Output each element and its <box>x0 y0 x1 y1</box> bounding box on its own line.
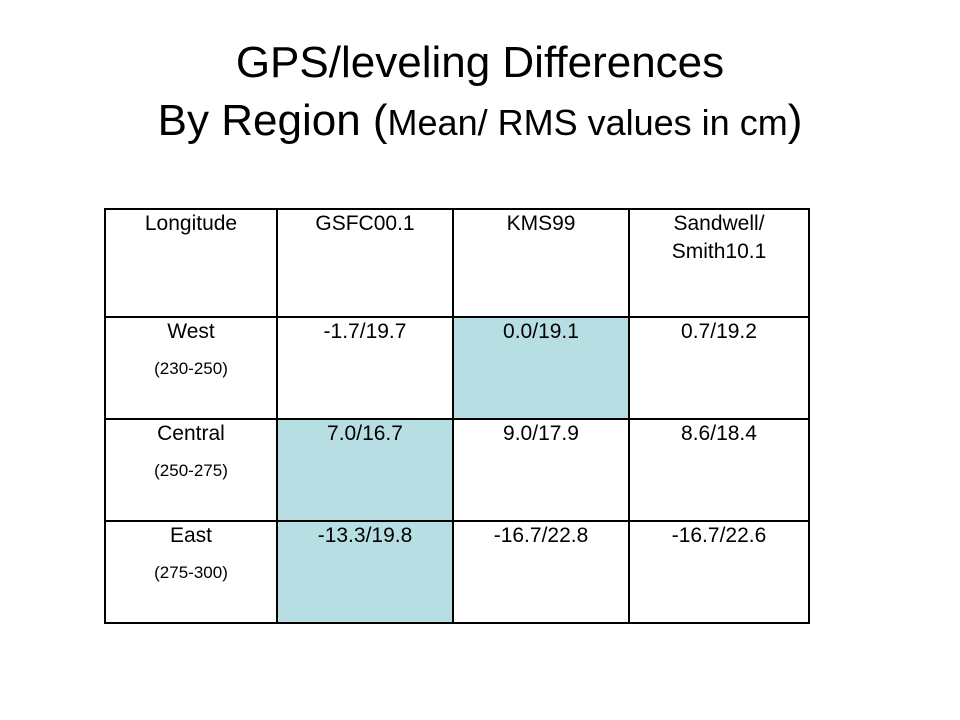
title-line-2-end: ) <box>787 96 803 145</box>
table-row: Central (250-275) 7.0/16.7 9.0/17.9 8.6/… <box>104 418 810 522</box>
gsfc-value: -1.7/19.7 <box>276 316 454 420</box>
header-gsfc: GSFC00.1 <box>276 208 454 318</box>
region-name: East <box>169 524 213 547</box>
kms-value: -16.7/22.8 <box>452 520 630 624</box>
title-line-2-main: By Region ( <box>157 96 388 145</box>
region-cell: Central (250-275) <box>104 418 278 522</box>
region-name: West <box>167 320 215 343</box>
sandwell-value: -16.7/22.6 <box>628 520 810 624</box>
region-name: Central <box>157 422 225 445</box>
header-sandwell: Sandwell/ Smith10.1 <box>628 208 810 318</box>
header-longitude: Longitude <box>104 208 278 318</box>
region-cell: West (230-250) <box>104 316 278 420</box>
sandwell-value: 0.7/19.2 <box>628 316 810 420</box>
title-line-2: By Region (Mean/ RMS values in cm) <box>0 92 960 152</box>
gsfc-value: -13.3/19.8 <box>276 520 454 624</box>
gsfc-value: 7.0/16.7 <box>276 418 454 522</box>
slide-title: GPS/leveling Differences By Region (Mean… <box>0 34 960 152</box>
kms-value: 0.0/19.1 <box>452 316 630 420</box>
title-line-2-small: Mean/ RMS values in cm <box>387 102 788 143</box>
differences-table: Longitude GSFC00.1 KMS99 Sandwell/ Smith… <box>104 208 810 624</box>
region-range: (275-300) <box>154 563 228 582</box>
region-range: (230-250) <box>154 359 228 378</box>
title-line-1: GPS/leveling Differences <box>235 38 725 87</box>
sandwell-value: 8.6/18.4 <box>628 418 810 522</box>
region-range: (250-275) <box>154 461 228 480</box>
header-kms: KMS99 <box>452 208 630 318</box>
table-row: West (230-250) -1.7/19.7 0.0/19.1 0.7/19… <box>104 316 810 420</box>
region-cell: East (275-300) <box>104 520 278 624</box>
table-row: East (275-300) -13.3/19.8 -16.7/22.8 -16… <box>104 520 810 624</box>
kms-value: 9.0/17.9 <box>452 418 630 522</box>
table-header-row: Longitude GSFC00.1 KMS99 Sandwell/ Smith… <box>104 208 810 318</box>
